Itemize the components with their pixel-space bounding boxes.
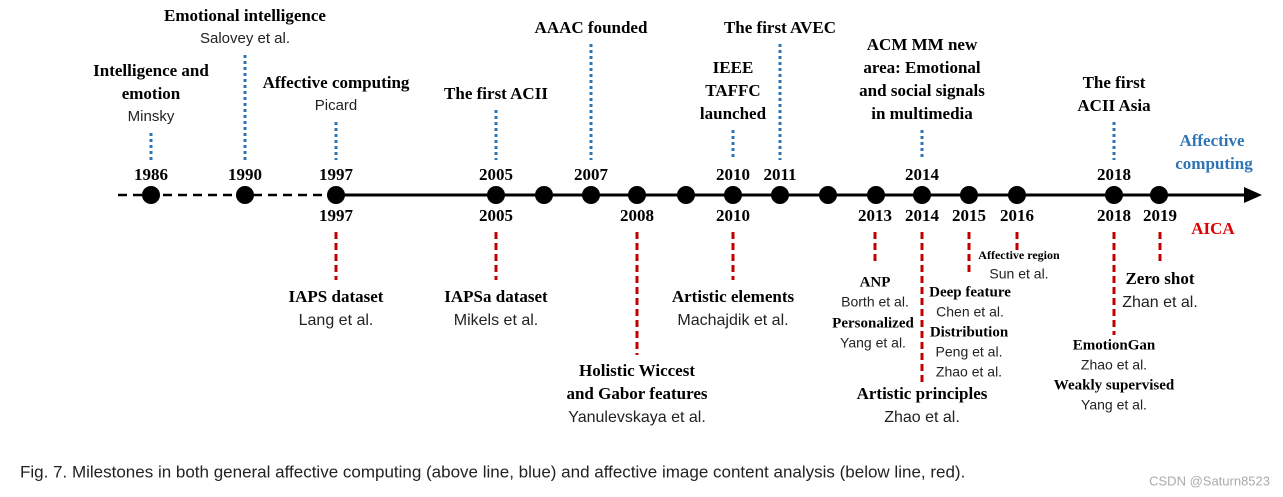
timeline-dot [677, 186, 695, 204]
event-title: Deep feature [929, 284, 1011, 300]
timeline-dot [1150, 186, 1168, 204]
timeline-dot [582, 186, 600, 204]
event-title: IEEE [713, 58, 754, 77]
event-author: Zhao et al. [884, 409, 960, 426]
event-author: Minsky [128, 108, 175, 125]
timeline-dot [771, 186, 789, 204]
event-title: Affective region [978, 248, 1060, 262]
above-label: Affective [1179, 131, 1245, 150]
year-label: 2018 [1097, 165, 1131, 184]
timeline-dot [327, 186, 345, 204]
event-author: Zhan et al. [1122, 294, 1198, 311]
timeline-dot [819, 186, 837, 204]
timeline-dot [487, 186, 505, 204]
event-author: Picard [315, 97, 358, 114]
event-title: TAFFC [705, 81, 760, 100]
year-label: 1986 [134, 165, 168, 184]
event-title: ACM MM new [867, 35, 978, 54]
year-label: 1990 [228, 165, 262, 184]
event-author: Mikels et al. [454, 312, 538, 329]
event-title: and social signals [859, 81, 985, 100]
below-label: AICA [1191, 219, 1235, 238]
year-label: 2013 [858, 206, 892, 225]
year-label: 2007 [574, 165, 609, 184]
timeline-dot [236, 186, 254, 204]
year-label: 2011 [763, 165, 796, 184]
event-title: Personalized [832, 315, 914, 331]
event-author: Chen et al. [936, 304, 1004, 320]
above-label: computing [1175, 154, 1253, 173]
timeline-dot [960, 186, 978, 204]
event-title: Affective computing [263, 73, 410, 92]
year-label: 2014 [905, 165, 940, 184]
event-author: Salovey et al. [200, 30, 290, 47]
timeline-dot [913, 186, 931, 204]
timeline-dot [1008, 186, 1026, 204]
event-title: Intelligence and [93, 61, 209, 80]
event-title: Distribution [930, 324, 1009, 340]
event-title: launched [700, 104, 767, 123]
year-label: 2008 [620, 206, 654, 225]
event-author: Yang et al. [840, 335, 906, 351]
timeline-dot [142, 186, 160, 204]
event-title: area: Emotional [863, 58, 981, 77]
event-title: The first ACII [444, 84, 548, 103]
timeline-arrow [1244, 187, 1262, 203]
timeline-dot [535, 186, 553, 204]
event-author: Yanulevskaya et al. [568, 409, 706, 426]
event-title: IAPS dataset [289, 287, 384, 306]
event-title: and Gabor features [566, 384, 707, 403]
event-author: Machajdik et al. [677, 312, 788, 329]
year-label: 2019 [1143, 206, 1177, 225]
event-author: Zhao et al. [1081, 357, 1147, 373]
year-label: 2005 [479, 165, 513, 184]
year-label: 1997 [319, 165, 354, 184]
event-title: The first [1083, 73, 1146, 92]
event-title: ANP [860, 274, 891, 290]
event-title: ACII Asia [1077, 96, 1151, 115]
year-label: 1997 [319, 206, 354, 225]
event-title: Artistic elements [672, 287, 795, 306]
event-title: The first AVEC [724, 18, 836, 37]
event-title: in multimedia [871, 104, 973, 123]
event-title: IAPSa dataset [444, 287, 548, 306]
timeline-dot [867, 186, 885, 204]
year-label: 2016 [1000, 206, 1034, 225]
event-title: Artistic principles [857, 384, 988, 403]
timeline-dot [724, 186, 742, 204]
year-label: 2014 [905, 206, 940, 225]
event-author: Zhao et al. [936, 364, 1002, 380]
event-author: Lang et al. [299, 312, 374, 329]
year-label: 2018 [1097, 206, 1131, 225]
event-title: Holistic Wiccest [579, 361, 695, 380]
timeline-dot [628, 186, 646, 204]
event-title: EmotionGan [1073, 337, 1156, 353]
event-title: Zero shot [1125, 269, 1194, 288]
caption: Fig. 7. Milestones in both general affec… [20, 462, 965, 481]
event-title: Weakly supervised [1054, 377, 1175, 393]
event-title: AAAC founded [535, 18, 648, 37]
event-author: Sun et al. [989, 266, 1048, 282]
event-author: Peng et al. [936, 344, 1003, 360]
year-label: 2010 [716, 165, 750, 184]
event-title: emotion [122, 84, 181, 103]
watermark: CSDN @Saturn8523 [1149, 473, 1270, 488]
event-title: Emotional intelligence [164, 6, 326, 25]
year-label: 2015 [952, 206, 986, 225]
event-author: Yang et al. [1081, 397, 1147, 413]
timeline-dot [1105, 186, 1123, 204]
year-label: 2005 [479, 206, 513, 225]
year-label: 2010 [716, 206, 750, 225]
event-author: Borth et al. [841, 294, 909, 310]
